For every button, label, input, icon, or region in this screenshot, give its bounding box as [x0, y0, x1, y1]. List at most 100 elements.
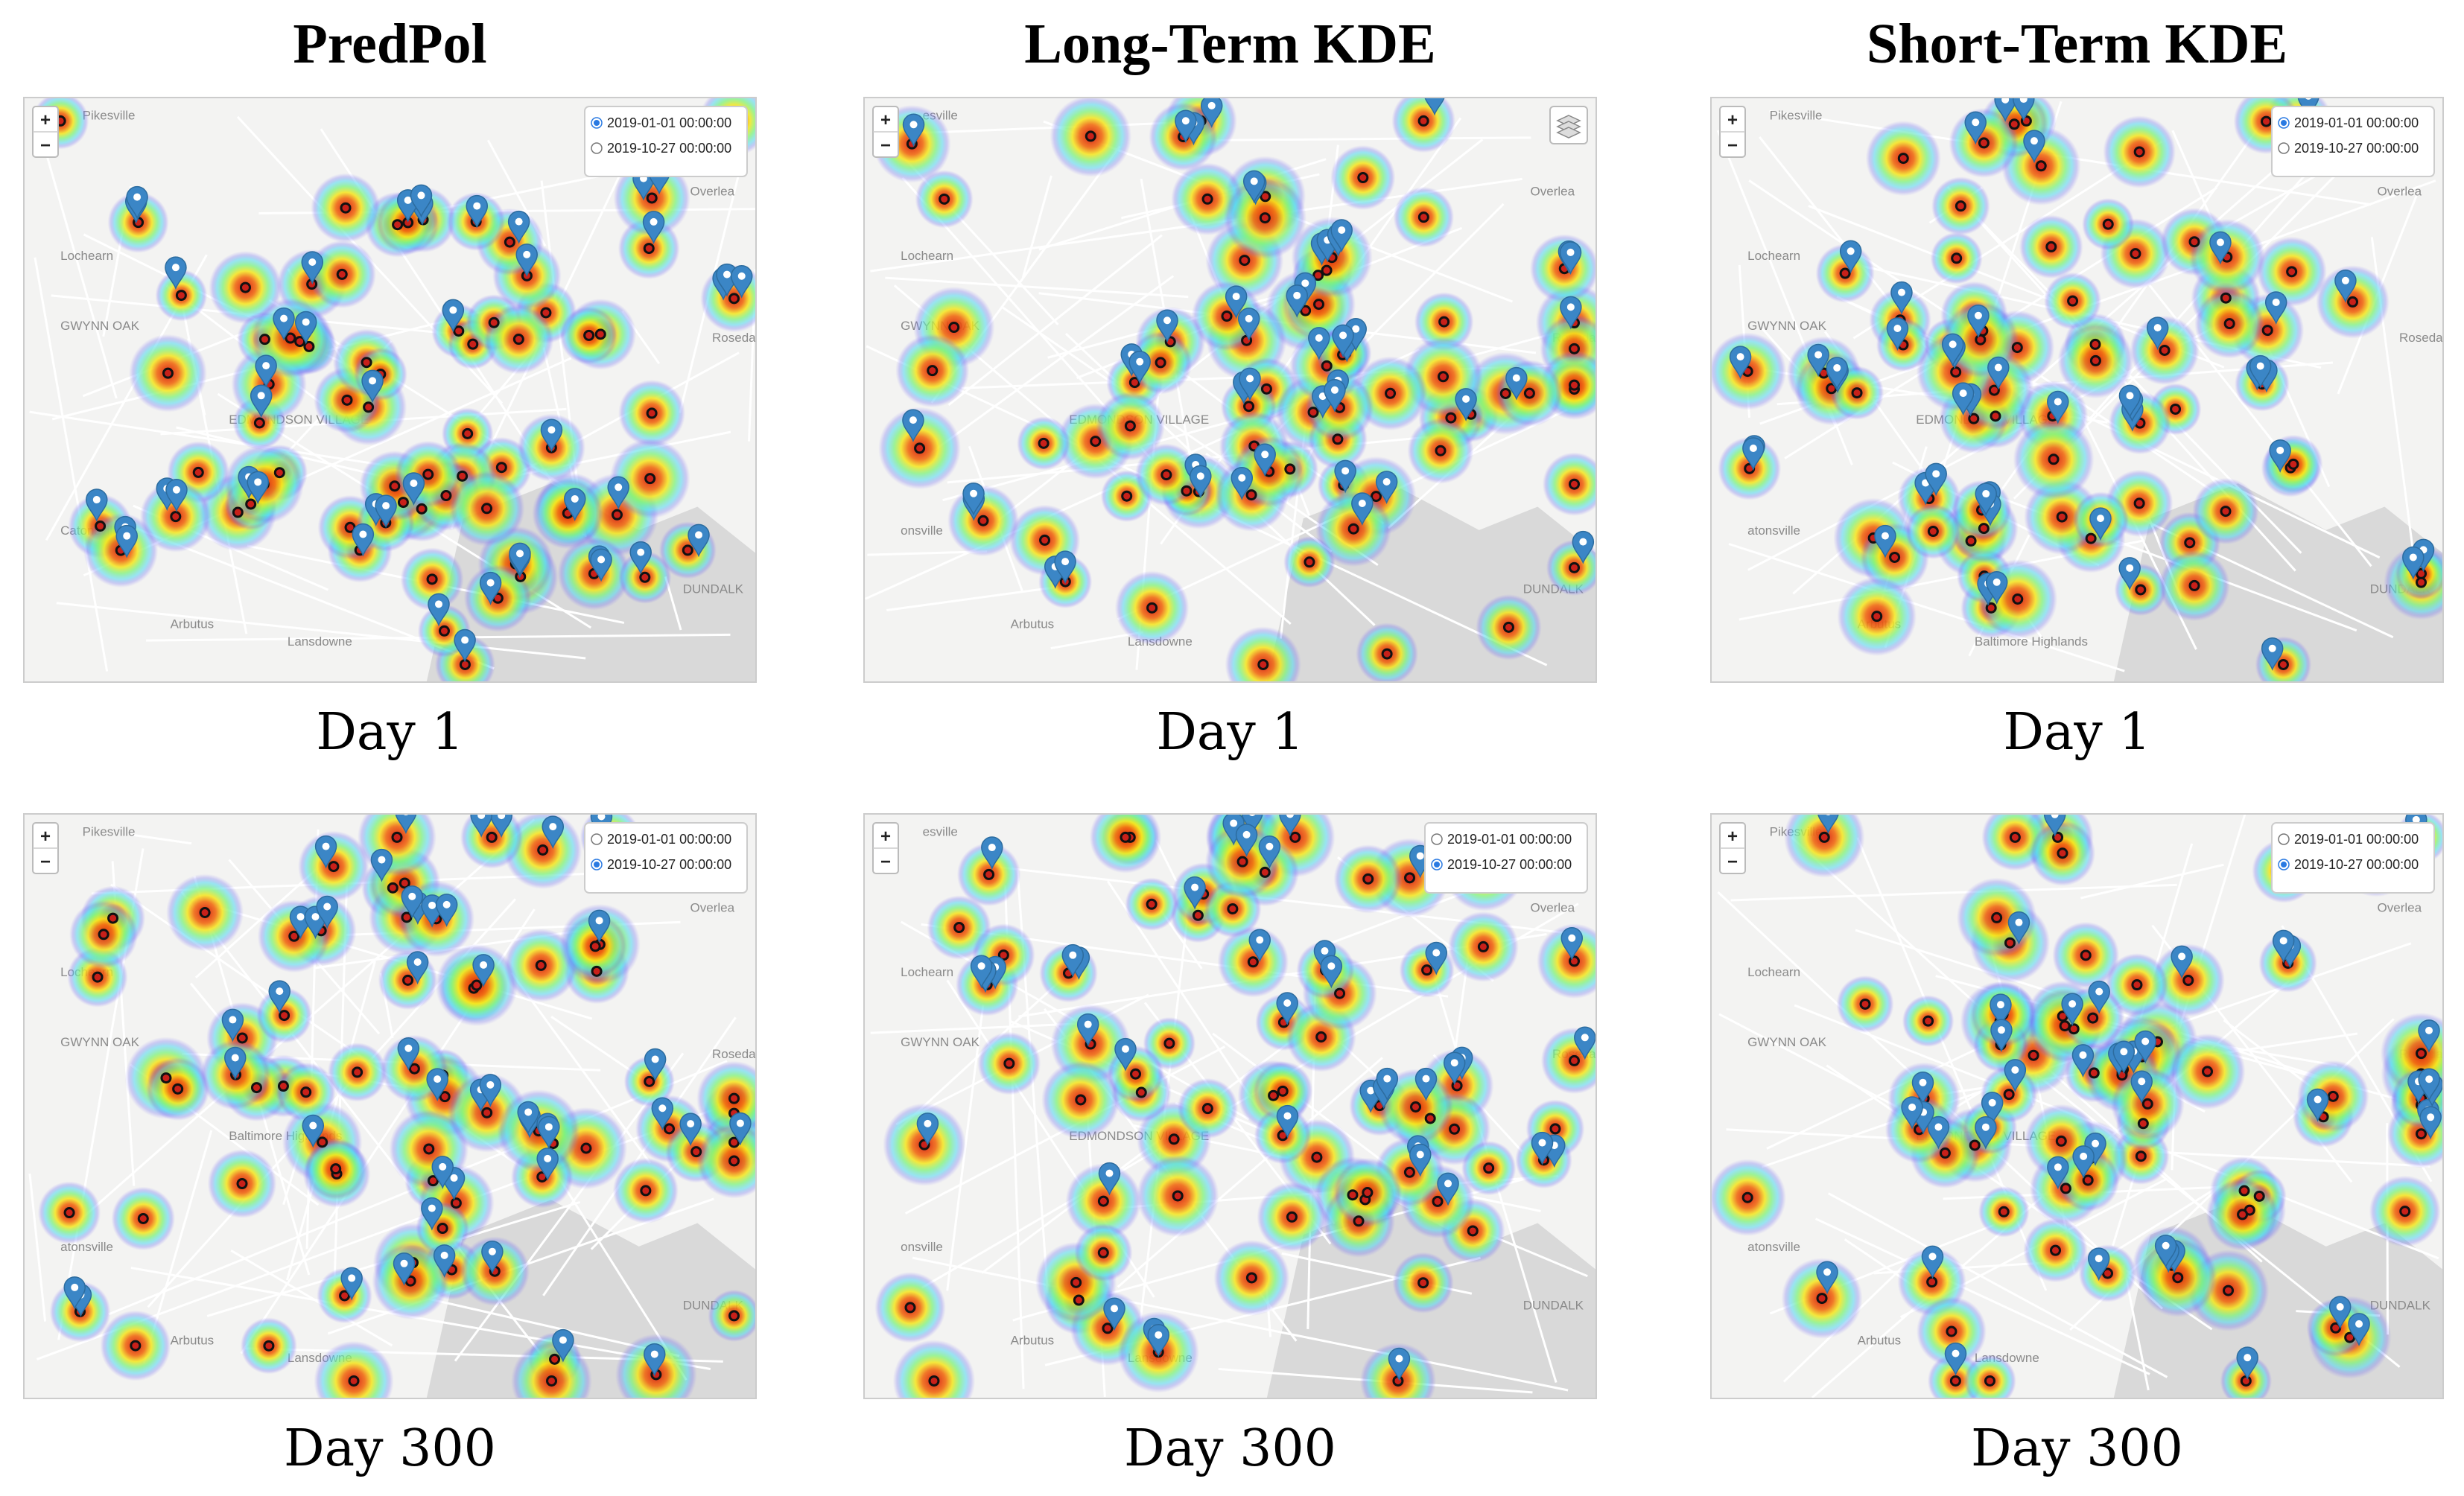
zoom-out[interactable]: −: [40, 852, 51, 872]
zoom-in[interactable]: +: [880, 827, 891, 847]
marker: [1574, 1026, 1596, 1060]
date-option[interactable]: 2019-10-27 00:00:00: [607, 857, 731, 872]
marker: [1175, 109, 1197, 144]
marker-dot: [695, 531, 703, 539]
marker-dot: [1749, 444, 1757, 452]
incident: [1939, 1147, 1951, 1159]
marker: [1443, 1051, 1466, 1086]
marker-pin: [1990, 1019, 2013, 1053]
marker: [1987, 356, 2010, 390]
incident: [423, 1143, 435, 1155]
marker-dot: [524, 1108, 533, 1116]
date-radio[interactable]: [591, 142, 603, 154]
incident: [589, 940, 601, 952]
zoom-out[interactable]: −: [880, 852, 891, 872]
date-option[interactable]: 2019-01-01 00:00:00: [1447, 832, 1572, 847]
zoom-out[interactable]: −: [40, 136, 51, 156]
marker: [540, 418, 563, 453]
marker-dot: [410, 479, 418, 487]
marker-pin: [397, 1037, 420, 1071]
marker-pin: [1235, 824, 1258, 857]
marker-dot: [2268, 644, 2276, 652]
date-option[interactable]: 2019-10-27 00:00:00: [607, 141, 731, 156]
place-label: Arbutus: [1011, 617, 1055, 631]
date-radio[interactable]: [1431, 833, 1443, 845]
zoom-in[interactable]: +: [880, 110, 891, 130]
incident: [1410, 1101, 1422, 1113]
marker-dot: [1932, 470, 1940, 478]
incident: [481, 1107, 493, 1118]
incident: [1073, 1294, 1085, 1306]
marker-pin: [1376, 1067, 1399, 1101]
marker-pin: [509, 542, 531, 576]
incident: [2057, 847, 2068, 859]
date-option[interactable]: 2019-10-27 00:00:00: [2294, 857, 2419, 872]
marker-dot: [473, 202, 481, 210]
road: [1814, 1218, 2150, 1375]
marker-pin: [2089, 507, 2112, 541]
marker: [515, 244, 538, 277]
date-option[interactable]: 2019-01-01 00:00:00: [2294, 115, 2419, 130]
date-option[interactable]: 2019-01-01 00:00:00: [2294, 832, 2419, 847]
incident: [1347, 1189, 1359, 1201]
marker: [221, 1008, 244, 1043]
marker-dot: [2126, 392, 2134, 400]
zoom-in[interactable]: +: [1727, 827, 1738, 847]
incident: [728, 1310, 740, 1322]
incident: [245, 498, 257, 510]
marker-dot: [1450, 1059, 1458, 1067]
marker-dot: [988, 844, 996, 852]
date-option[interactable]: 2019-01-01 00:00:00: [607, 115, 731, 130]
marker: [1235, 824, 1258, 857]
marker-pin: [515, 244, 538, 277]
marker-dot: [1315, 334, 1323, 342]
marker-pin: [1286, 284, 1308, 318]
marker-pin: [970, 955, 993, 989]
marker-dot: [1897, 288, 1905, 296]
marker-pin: [2118, 557, 2141, 591]
marker-pin: [981, 836, 1003, 870]
zoom-out[interactable]: −: [880, 136, 891, 156]
heat-blob: [1783, 814, 1865, 878]
zoom-out[interactable]: −: [1727, 852, 1738, 872]
zoom-in[interactable]: +: [1727, 110, 1738, 130]
incident: [279, 1010, 290, 1022]
zoom-in[interactable]: +: [40, 110, 51, 130]
marker-pin: [729, 1112, 752, 1146]
marker-pin: [1237, 308, 1260, 341]
incident: [1385, 387, 1397, 399]
marker-pin: [540, 418, 563, 453]
date-option[interactable]: 2019-01-01 00:00:00: [607, 832, 731, 847]
marker-pin: [730, 265, 753, 299]
place-label: Overlea: [690, 185, 735, 199]
date-radio[interactable]: [2278, 142, 2290, 154]
marker: [1839, 240, 1862, 274]
marker-dot: [516, 550, 524, 558]
marker: [1128, 351, 1151, 384]
date-option[interactable]: 2019-10-27 00:00:00: [1447, 857, 1572, 872]
marker-pin: [302, 1114, 325, 1148]
incident: [1449, 1123, 1461, 1135]
date-radio[interactable]: [2278, 833, 2290, 845]
zoom-out[interactable]: −: [1727, 136, 1738, 156]
place-label: Lochearn: [1747, 965, 1800, 979]
zoom-in[interactable]: +: [40, 827, 51, 847]
marker-pin: [454, 628, 476, 663]
marker-pin: [1975, 483, 1997, 517]
marker-pin: [428, 593, 450, 627]
panel-caption: Day 300: [1124, 1419, 1336, 1478]
incident: [1146, 898, 1158, 910]
marker: [507, 210, 530, 244]
marker-pin: [1952, 382, 1975, 416]
marker-pin: [1729, 346, 1752, 380]
marker-pin: [644, 1343, 666, 1377]
marker-pin: [2419, 1106, 2442, 1140]
marker-pin: [86, 488, 108, 523]
date-radio[interactable]: [591, 833, 603, 845]
date-option[interactable]: 2019-10-27 00:00:00: [2294, 141, 2419, 156]
marker-pin: [1375, 471, 1398, 504]
marker: [2209, 231, 2232, 265]
marker-dot: [2336, 1302, 2344, 1311]
marker: [607, 476, 629, 510]
road: [45, 153, 118, 399]
